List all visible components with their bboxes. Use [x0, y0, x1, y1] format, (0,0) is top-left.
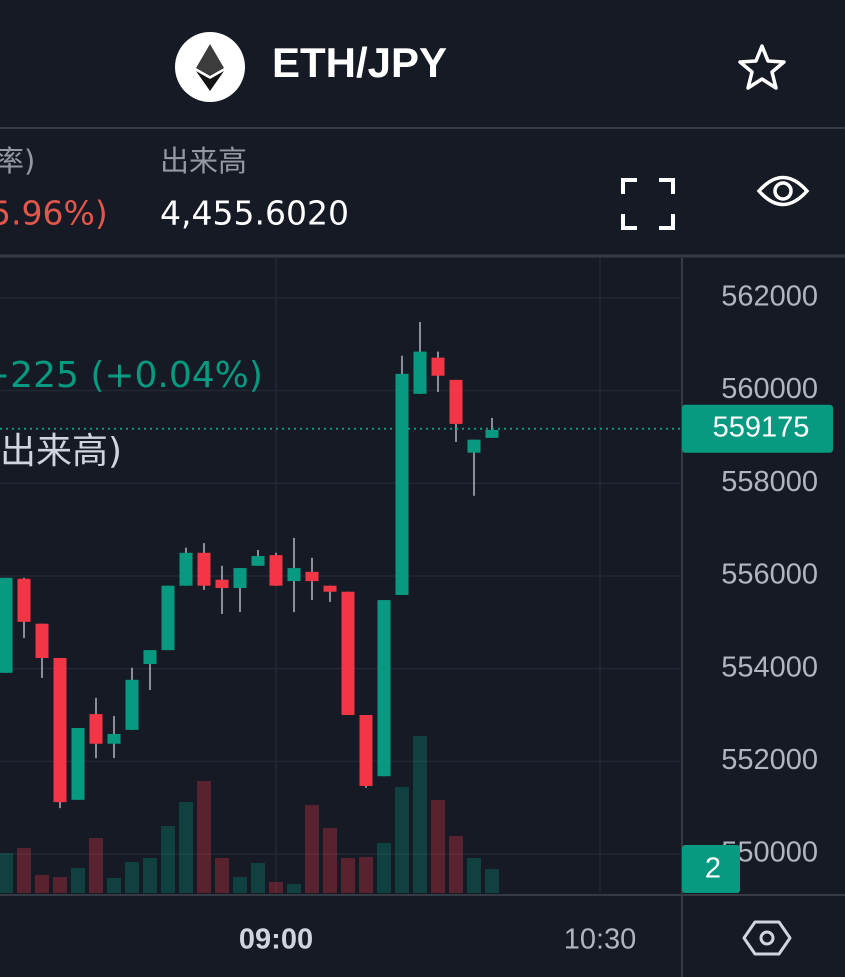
time-label: 10:30	[564, 924, 637, 956]
volume-bar	[467, 858, 481, 893]
candle-body	[359, 715, 373, 786]
candle-body	[179, 552, 193, 586]
volume-bar	[17, 848, 31, 893]
candle-body	[215, 579, 229, 589]
volume-bar	[125, 862, 139, 893]
volume-bar	[395, 787, 409, 893]
candle-body	[161, 585, 175, 651]
candle-body	[53, 658, 67, 803]
candle-body	[71, 727, 85, 800]
candle-body	[35, 623, 49, 659]
favorite-star[interactable]	[738, 44, 786, 90]
stats: 率) 5.96%) 出来高 4,455.6020	[0, 144, 810, 233]
legend-change: +225 (+0.04%)	[0, 355, 263, 396]
candle-body	[287, 568, 301, 582]
volume-bar	[485, 869, 499, 893]
volume-bar	[233, 877, 247, 893]
volume-bar	[71, 868, 85, 893]
volume-bar	[413, 736, 427, 893]
pair-title: ETH/JPY	[272, 39, 447, 86]
candle-body	[449, 379, 463, 424]
candle-body	[413, 351, 427, 394]
change-label: 率)	[0, 144, 35, 178]
volume-bar	[143, 858, 157, 893]
volume-bar	[359, 857, 373, 893]
volume-bar	[377, 843, 391, 893]
volume-bar	[35, 875, 49, 893]
settings-icon[interactable]	[742, 920, 792, 956]
volume-bar	[89, 838, 103, 893]
eth-logo-top	[196, 44, 224, 76]
y-tick-label: 562000	[721, 281, 818, 313]
candle-body	[305, 571, 319, 582]
grid	[0, 297, 682, 855]
last-price-box	[682, 404, 833, 453]
fullscreen-icon[interactable]	[621, 178, 675, 230]
y-tick-label: 552000	[721, 744, 818, 776]
volume-bar	[323, 828, 337, 893]
candle-body	[0, 577, 13, 673]
last-price-label: 559175	[713, 411, 810, 443]
volume-bar	[179, 802, 193, 893]
candle-body	[377, 600, 391, 777]
volume-bar	[251, 863, 265, 893]
last-volume-box	[682, 845, 740, 893]
header: ETH/JPY	[175, 32, 786, 102]
volume-value: 4,455.6020	[160, 194, 349, 233]
eye-pupil	[773, 181, 793, 201]
volume-label: 出来高	[160, 144, 247, 178]
settings-icon-center	[759, 930, 775, 946]
volume-bars	[0, 736, 499, 893]
volume-bar	[161, 826, 175, 893]
volume-bar	[287, 884, 301, 893]
y-tick-label: 554000	[721, 651, 818, 683]
volume-bar	[341, 858, 355, 893]
volume-bar	[107, 878, 121, 893]
candle-body	[395, 373, 409, 595]
candle-body	[17, 578, 31, 622]
last-volume-label: 2	[705, 853, 721, 885]
volume-bar	[197, 781, 211, 893]
candles	[0, 321, 499, 809]
candle-body	[485, 429, 499, 438]
y-tick-label: 558000	[721, 466, 818, 498]
volume-bar	[269, 882, 283, 893]
time-label: 09:00	[239, 924, 313, 956]
candle-body	[269, 555, 283, 586]
volume-bar	[53, 877, 67, 893]
volume-bar	[431, 800, 445, 893]
candle-body	[251, 556, 265, 566]
candle-body	[197, 552, 211, 586]
change-value: 5.96%)	[0, 194, 108, 233]
candle-body	[143, 650, 157, 665]
candle-body	[431, 357, 445, 376]
candle-body	[341, 591, 355, 716]
candle-body	[125, 679, 139, 730]
volume-bar	[0, 853, 13, 893]
legend-volume: 出来高)	[0, 431, 122, 472]
candle-body	[233, 568, 247, 589]
eye-icon[interactable]	[756, 175, 810, 207]
y-tick-label: 560000	[721, 373, 818, 405]
volume-bar	[449, 836, 463, 893]
candle-body	[467, 439, 481, 453]
volume-bar	[215, 858, 229, 893]
candle-body	[107, 734, 121, 744]
candle-body	[323, 585, 337, 592]
price-axis: 5500005520005540005560005580005600005620…	[721, 281, 818, 869]
volume-bar	[305, 805, 319, 893]
candle-body	[89, 714, 103, 744]
eth-logo-bottom	[196, 71, 224, 91]
y-tick-label: 556000	[721, 559, 818, 591]
